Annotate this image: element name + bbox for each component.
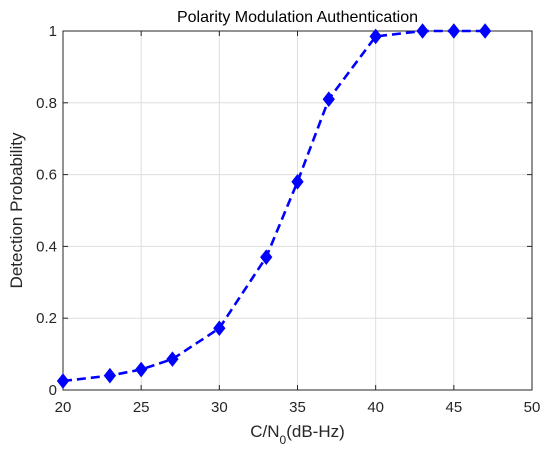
x-axis-title-main: C/N [250, 422, 279, 441]
data-point-marker [416, 23, 429, 39]
x-tick-label: 30 [211, 399, 228, 416]
data-point-marker [260, 249, 273, 265]
data-point-marker [447, 23, 460, 39]
chart-title: Polarity Modulation Authentication [177, 9, 418, 26]
x-tick-label: 40 [367, 399, 384, 416]
y-tick-label: 0.6 [36, 167, 57, 184]
data-point-marker [135, 361, 148, 378]
x-axis-title-subscript: 0 [280, 433, 287, 447]
x-tick-label: 25 [133, 399, 150, 416]
y-tick-label: 0.4 [36, 238, 57, 255]
x-tick-label: 20 [55, 399, 72, 416]
data-point-marker [56, 373, 70, 389]
data-point-marker [166, 351, 179, 367]
y-axis-title: Detection Probability [7, 132, 26, 288]
x-tick-label: 35 [289, 399, 306, 416]
x-tick-label: 45 [445, 399, 462, 416]
data-point-marker [478, 23, 492, 39]
y-tick-label: 0.2 [36, 310, 57, 327]
series [56, 23, 492, 389]
y-tick-label: 1 [49, 23, 57, 40]
x-tick-label: 50 [524, 399, 541, 416]
x-axis-title-tail: (dB-Hz) [286, 422, 345, 441]
data-point-marker [369, 28, 382, 45]
data-point-marker [291, 173, 304, 190]
data-point-marker [213, 320, 226, 337]
y-tick-label: 0.8 [36, 95, 57, 112]
data-point-marker [103, 367, 117, 384]
tick-labels: 20 25 30 35 40 45 50 0 0.2 0.4 0.6 0.8 1 [36, 23, 540, 416]
data-point-marker [322, 91, 335, 108]
axis-ticks [62, 30, 533, 391]
x-axis-title: C/N0(dB-Hz) [250, 422, 345, 447]
y-tick-label: 0 [49, 382, 57, 399]
